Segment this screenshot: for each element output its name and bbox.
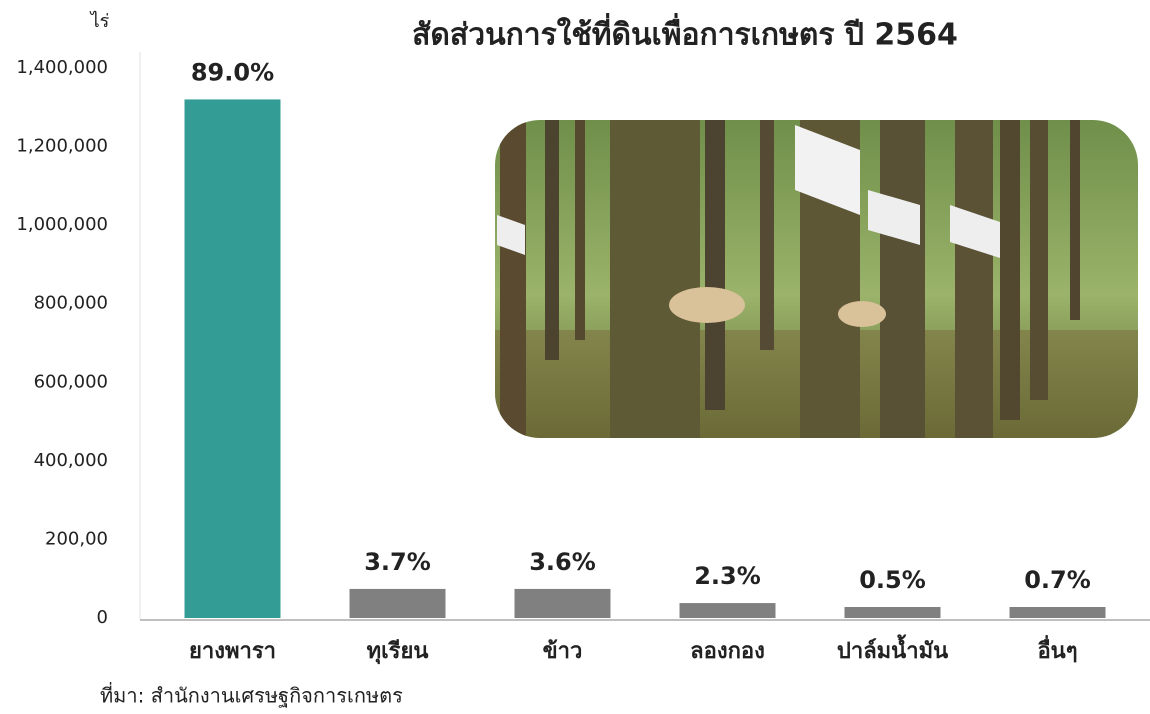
x-tick-label: ปาล์มน้ำมัน xyxy=(837,634,948,664)
data-label: 0.7% xyxy=(1024,566,1091,594)
y-tick-label: 800,000 xyxy=(34,293,108,314)
x-tick-label: ข้าว xyxy=(543,639,583,664)
data-label: 3.7% xyxy=(364,548,431,576)
y-tick-label: 200,00 xyxy=(45,528,108,549)
y-tick-label: 1,400,000 xyxy=(16,57,108,78)
data-label: 2.3% xyxy=(694,562,761,590)
bar xyxy=(844,607,941,618)
data-label: 89.0% xyxy=(191,58,274,86)
x-tick-label: อื่นๆ xyxy=(1037,634,1077,664)
bar xyxy=(514,588,611,618)
y-tick-label: 0 xyxy=(97,607,108,628)
y-tick-label: 600,000 xyxy=(34,371,108,392)
source: ที่มา: สำนักงานเศรษฐกิจการเกษตร xyxy=(100,682,403,708)
bar xyxy=(349,588,446,618)
data-label: 3.6% xyxy=(529,548,596,576)
y-tick-label: 400,000 xyxy=(34,450,108,471)
bar xyxy=(679,603,776,618)
y-tick-label: 1,000,000 xyxy=(16,214,108,235)
x-tick-label: ทุเรียน xyxy=(367,639,429,665)
chart-title: สัดส่วนการใช้ที่ดินเพื่อการเกษตร ปี 2564 xyxy=(412,13,958,53)
x-tick-label: ยางพารา xyxy=(189,639,276,664)
rubber-tree-photo xyxy=(495,120,1138,438)
bar xyxy=(184,99,281,618)
data-label: 0.5% xyxy=(859,566,926,594)
bar xyxy=(1009,607,1106,618)
y-unit: ไร่ xyxy=(89,10,110,32)
x-tick-label: ลองกอง xyxy=(690,639,765,664)
y-tick-label: 1,200,000 xyxy=(16,136,108,157)
